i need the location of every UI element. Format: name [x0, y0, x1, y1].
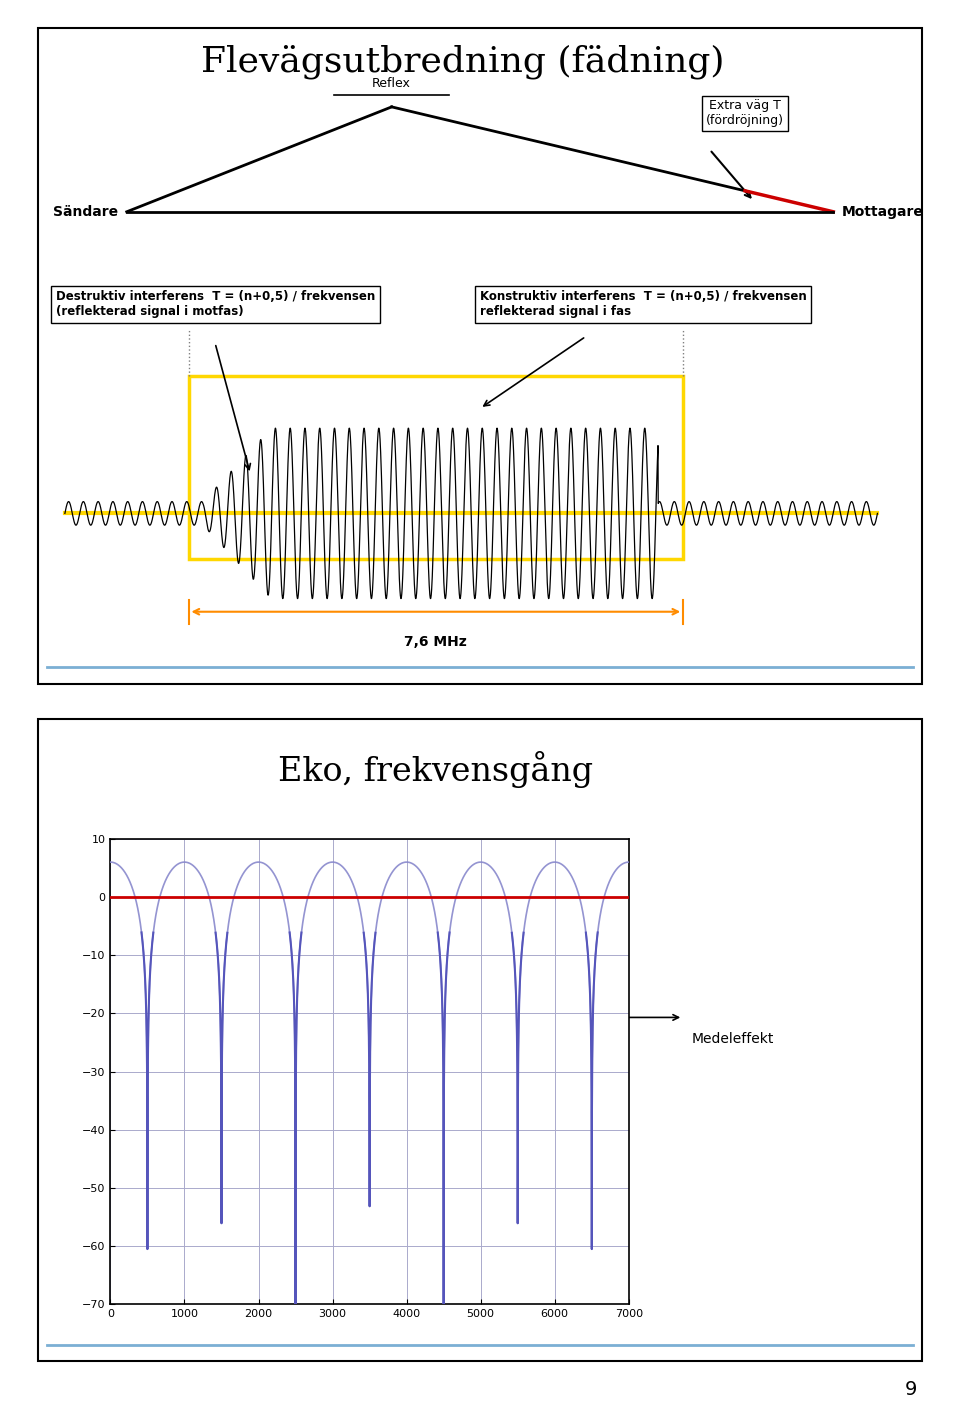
- Text: Flevägsutbredning (fädning): Flevägsutbredning (fädning): [201, 45, 724, 79]
- Text: Medeleffekt: Medeleffekt: [691, 1032, 774, 1046]
- FancyBboxPatch shape: [38, 28, 922, 684]
- Text: 9: 9: [904, 1380, 917, 1399]
- Text: Reflex: Reflex: [372, 78, 411, 90]
- Text: Extra väg T
(fördröjning): Extra väg T (fördröjning): [706, 100, 784, 127]
- Text: 7,6 MHz: 7,6 MHz: [404, 634, 468, 649]
- Text: Destruktiv interferens  T = (n+0,5) / frekvensen
(reflekterad signal i motfas): Destruktiv interferens T = (n+0,5) / fre…: [56, 290, 375, 319]
- Text: Eko, frekvensgång: Eko, frekvensgång: [278, 752, 593, 788]
- Text: Sändare: Sändare: [53, 204, 118, 219]
- FancyBboxPatch shape: [38, 719, 922, 1361]
- Text: Mottagare: Mottagare: [842, 204, 924, 219]
- FancyBboxPatch shape: [188, 375, 684, 560]
- Text: Konstruktiv interferens  T = (n+0,5) / frekvensen
reflekterad signal i fas: Konstruktiv interferens T = (n+0,5) / fr…: [480, 290, 806, 319]
